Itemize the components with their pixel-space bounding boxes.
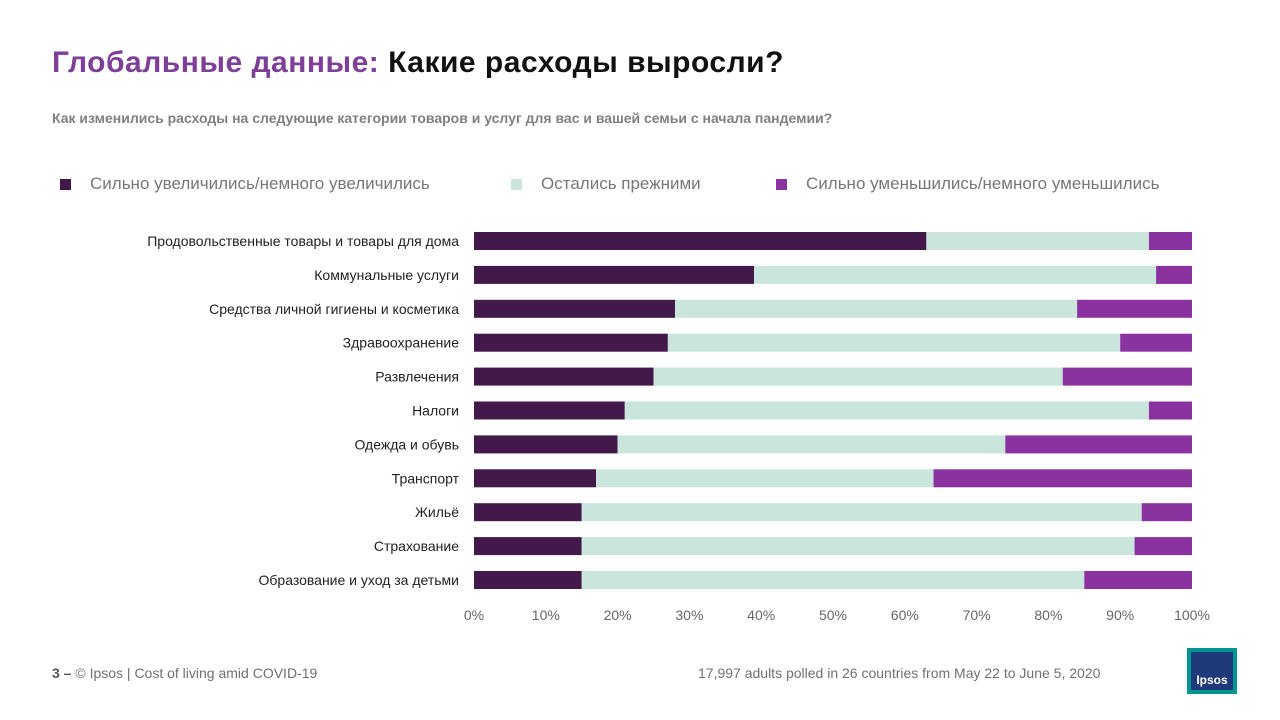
title-accent: Глобальные данные: [52, 46, 380, 79]
bar-segment-increased [474, 232, 927, 250]
category-label: Жильё [415, 504, 459, 520]
legend-label-decreased: Сильно уменьшились/немного уменьшились [806, 174, 1160, 193]
bar-segment-same [581, 571, 1085, 589]
bar-segment-decreased [1005, 435, 1192, 454]
x-tick-label: 70% [963, 607, 991, 623]
page-title: Глобальные данные: Какие расходы выросли… [52, 46, 784, 80]
category-label: Здравоохранение [343, 335, 460, 351]
bar-segment-decreased [1156, 265, 1192, 284]
legend-swatch-same [511, 178, 522, 190]
bar-segment-same [675, 299, 1078, 318]
footer-note: 17,997 adults polled in 26 countries fro… [698, 665, 1101, 681]
x-tick-label: 10% [532, 607, 560, 623]
bar-segment-decreased [1148, 232, 1192, 250]
bar-segment-increased [474, 435, 618, 454]
category-label: Одежда и обувь [354, 436, 459, 452]
category-label: Развлечения [375, 369, 459, 385]
chart-subtitle: Как изменились расходы на следующие кате… [52, 110, 833, 126]
bar-segment-same [581, 537, 1135, 556]
category-label: Продовольственные товары и товары для до… [147, 233, 459, 249]
category-label: Коммунальные услуги [314, 267, 459, 283]
bar-segment-same [667, 333, 1121, 352]
title-main: Какие расходы выросли? [388, 46, 784, 79]
bar-segment-increased [474, 333, 668, 352]
x-tick-label: 60% [891, 607, 919, 623]
bar-segment-increased [474, 367, 654, 386]
category-label: Образование и уход за детьми [259, 572, 460, 588]
bar-segment-same [581, 503, 1142, 522]
stacked-bar-chart: Продовольственные товары и товары для до… [147, 232, 1210, 623]
source-text: © Ipsos | Cost of living amid COVID-19 [75, 665, 318, 681]
legend-item-same: Остались прежними [511, 174, 701, 194]
bar-segment-decreased [1077, 299, 1192, 318]
chart-legend: Сильно увеличились/немного увеличились О… [0, 174, 1280, 196]
category-label: Налоги [412, 403, 459, 419]
x-tick-label: 90% [1106, 607, 1134, 623]
bar-segment-same [596, 469, 934, 488]
category-label: Страхование [374, 538, 459, 554]
bar-segment-decreased [1120, 333, 1192, 352]
x-tick-label: 20% [604, 607, 632, 623]
footer-source: 3 – © Ipsos | Cost of living amid COVID-… [52, 665, 317, 681]
legend-swatch-decreased [776, 178, 787, 190]
ipsos-logo: Ipsos [1187, 648, 1237, 694]
bar-segment-same [926, 232, 1149, 250]
bar-segment-same [653, 367, 1063, 386]
legend-swatch-increased [60, 178, 71, 190]
bar-segment-decreased [1134, 537, 1192, 556]
page-number: 3 – [52, 665, 72, 681]
bar-segment-increased [474, 469, 597, 488]
bar-segment-same [754, 265, 1157, 284]
legend-item-increased: Сильно увеличились/немного увеличились [60, 174, 430, 194]
x-tick-label: 40% [747, 607, 775, 623]
ipsos-logo-text: Ipsos [1196, 673, 1228, 687]
bar-segment-increased [474, 503, 582, 522]
bar-segment-increased [474, 571, 582, 589]
category-label: Средства личной гигиены и косметика [209, 301, 459, 317]
bar-segment-decreased [1141, 503, 1192, 522]
bar-segment-decreased [1148, 401, 1192, 420]
bar-segment-increased [474, 401, 625, 420]
legend-label-same: Остались прежними [541, 174, 701, 193]
legend-item-decreased: Сильно уменьшились/немного уменьшились [776, 174, 1159, 194]
category-label: Транспорт [392, 470, 460, 486]
x-tick-label: 0% [464, 607, 484, 623]
bar-segment-decreased [933, 469, 1192, 488]
bar-segment-same [624, 401, 1149, 420]
bar-segment-same [617, 435, 1006, 454]
x-tick-label: 30% [675, 607, 703, 623]
bar-segment-increased [474, 265, 755, 284]
ipsos-logo-inner: Ipsos [1191, 652, 1233, 690]
x-tick-label: 50% [819, 607, 847, 623]
bar-segment-decreased [1062, 367, 1192, 386]
legend-label-increased: Сильно увеличились/немного увеличились [90, 174, 430, 193]
x-tick-label: 100% [1174, 607, 1210, 623]
bar-segment-decreased [1084, 571, 1192, 589]
bar-segment-increased [474, 299, 676, 318]
x-tick-label: 80% [1034, 607, 1062, 623]
bar-segment-increased [474, 537, 582, 556]
